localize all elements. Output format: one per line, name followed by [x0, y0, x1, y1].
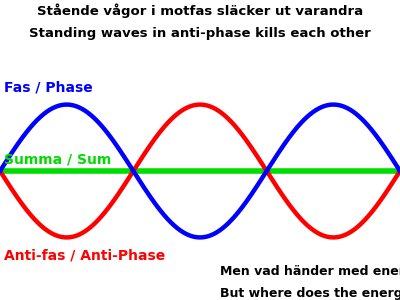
Text: Men vad händer med energin?: Men vad händer med energin?	[220, 266, 400, 278]
Text: Anti-fas / Anti-Phase: Anti-fas / Anti-Phase	[4, 249, 165, 263]
Text: Standing waves in anti-phase kills each other: Standing waves in anti-phase kills each …	[29, 27, 371, 40]
Text: But where does the energy go?: But where does the energy go?	[220, 286, 400, 299]
Text: Summa / Sum: Summa / Sum	[4, 152, 111, 166]
Text: Stående vågor i motfas släcker ut varandra: Stående vågor i motfas släcker ut varand…	[37, 3, 363, 18]
Text: Fas / Phase: Fas / Phase	[4, 81, 93, 94]
